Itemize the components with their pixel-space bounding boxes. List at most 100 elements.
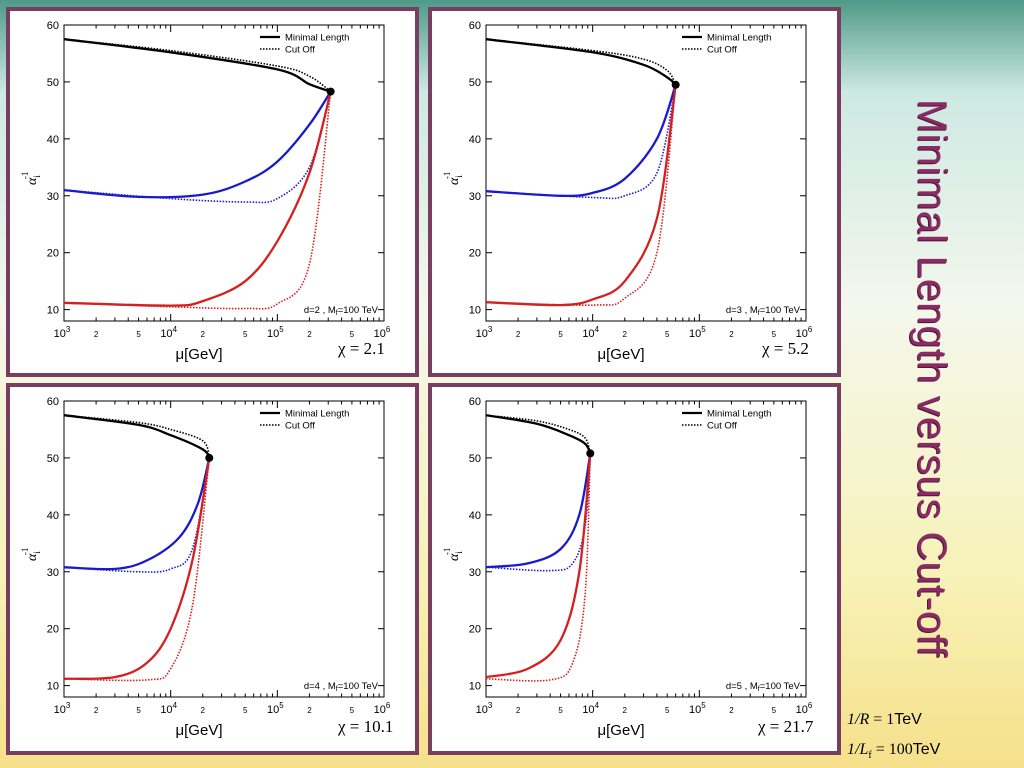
- x-minor-tick-label: 2: [729, 330, 734, 339]
- series-line-alpha1-solid: [486, 453, 592, 679]
- series-line-alpha3-dotted: [64, 414, 211, 459]
- chart-d3: 10 20 30 40 50 60 103 2 5 104 2 5 105 2 5 106 μ[GeV] αi-1…: [442, 20, 813, 363]
- y-axis-label: αi-1: [442, 548, 464, 561]
- x-minor-tick-label: 2: [516, 706, 521, 715]
- y-tick-label: 50: [47, 453, 59, 465]
- y-axis-label: αi-1: [20, 172, 42, 185]
- x-tick-label: 103: [476, 701, 493, 716]
- y-tick-label: 50: [469, 453, 481, 465]
- series-line-alpha3-dotted: [64, 38, 332, 93]
- x-minor-tick-label: 2: [307, 330, 312, 339]
- param-rhs: = 1: [873, 711, 895, 728]
- x-minor-tick-label: 5: [558, 330, 563, 339]
- unification-point: [671, 80, 680, 89]
- slide-title: Minimal Length versus Cut-off: [909, 98, 956, 658]
- x-tick-label: 103: [54, 325, 71, 340]
- unification-point: [205, 453, 214, 462]
- x-minor-tick-label: 5: [243, 330, 248, 339]
- series-line-alpha1-dotted: [64, 457, 211, 682]
- x-tick-label: 105: [689, 701, 706, 716]
- y-tick-label: 20: [469, 248, 481, 260]
- series-line-alpha1-solid: [64, 91, 332, 307]
- chart-d2: 10 20 30 40 50 60 103 2 5 104 2 5 105 2 5 106 μ[GeV] αi-1…: [20, 20, 391, 363]
- y-axis-label: αi-1: [442, 172, 464, 185]
- param-lhs: 1/L: [847, 741, 869, 758]
- x-tick-label: 105: [267, 325, 284, 340]
- x-minor-tick-label: 5: [243, 706, 248, 715]
- x-axis-label: μ[GeV]: [176, 346, 223, 363]
- series-line-alpha1-dotted: [64, 91, 332, 310]
- y-tick-label: 30: [469, 191, 481, 203]
- y-tick-label: 30: [469, 567, 481, 579]
- y-tick-label: 50: [469, 77, 481, 89]
- x-tick-label: 106: [374, 701, 391, 716]
- x-minor-tick-label: 2: [94, 330, 99, 339]
- param-unit: TeV: [894, 711, 922, 728]
- x-minor-tick-label: 5: [665, 706, 670, 715]
- y-tick-label: 60: [469, 20, 481, 32]
- chart-panel-d3: 10 20 30 40 50 60 103 2 5 104 2 5 105 2 5 106 μ[GeV] αi-1…: [428, 7, 841, 377]
- chart-d4: 10 20 30 40 50 60 103 2 5 104 2 5 105 2 5 106 μ[GeV] αi-1…: [20, 396, 391, 739]
- y-tick-label: 40: [469, 510, 481, 522]
- y-tick-label: 50: [47, 77, 59, 89]
- x-tick-label: 103: [54, 701, 71, 716]
- series-line-alpha2-dotted: [486, 84, 677, 200]
- legend-label: Cut Off: [285, 421, 315, 432]
- plot-frame: [63, 400, 385, 698]
- x-minor-tick-label: 5: [136, 706, 141, 715]
- panel-annotation: d=2 , Mf=100 TeV: [304, 305, 379, 317]
- chi-label: χ = 5.2: [762, 339, 809, 358]
- series-line-alpha2-dotted: [64, 91, 332, 204]
- chi-label: χ = 2.1: [338, 339, 385, 358]
- series-line-alpha2-solid: [64, 457, 211, 571]
- series-line-alpha3-solid: [486, 38, 677, 86]
- plot-frame: [485, 24, 807, 322]
- x-minor-tick-label: 2: [201, 706, 206, 715]
- y-tick-label: 10: [469, 305, 481, 317]
- param-unit: TeV: [912, 741, 941, 758]
- y-tick-label: 40: [47, 134, 59, 146]
- chart-d5: 10 20 30 40 50 60 103 2 5 104 2 5 105 2 5 106 μ[GeV] αi-1…: [442, 396, 813, 739]
- chart-panel-d5: 10 20 30 40 50 60 103 2 5 104 2 5 105 2 5 106 μ[GeV] αi-1…: [428, 383, 841, 755]
- y-tick-label: 40: [47, 510, 59, 522]
- x-tick-label: 104: [582, 325, 599, 340]
- chart-panel-d4: 10 20 30 40 50 60 103 2 5 104 2 5 105 2 5 106 μ[GeV] αi-1…: [6, 383, 419, 755]
- x-minor-tick-label: 5: [136, 330, 141, 339]
- param-sub: f: [868, 750, 872, 762]
- series-line-alpha2-solid: [486, 84, 677, 198]
- x-axis-label: μ[GeV]: [598, 346, 645, 363]
- legend-label: Cut Off: [707, 45, 737, 56]
- y-axis-label: αi-1: [20, 548, 42, 561]
- param-lhs: 1/R: [847, 711, 870, 728]
- param-inverse-radius: 1/R = 1TeV: [847, 711, 922, 729]
- param-inverse-length: 1/Lf = 100TeV: [847, 741, 940, 761]
- x-tick-label: 106: [374, 325, 391, 340]
- y-tick-label: 20: [469, 624, 481, 636]
- x-tick-label: 104: [160, 701, 177, 716]
- unification-point: [326, 87, 335, 96]
- legend-label: Cut Off: [707, 421, 737, 432]
- y-tick-label: 10: [469, 681, 481, 693]
- x-axis-label: μ[GeV]: [176, 722, 223, 739]
- y-tick-label: 20: [47, 248, 59, 260]
- legend-label: Minimal Length: [285, 409, 349, 420]
- series-line-alpha2-dotted: [64, 457, 211, 573]
- legend-label: Cut Off: [285, 45, 315, 56]
- series-line-alpha1-dotted: [486, 453, 592, 682]
- series-line-alpha2-dotted: [486, 453, 592, 572]
- y-tick-label: 40: [469, 134, 481, 146]
- chart-panel-d2: 10 20 30 40 50 60 103 2 5 104 2 5 105 2 5 106 μ[GeV] αi-1…: [6, 7, 419, 377]
- x-minor-tick-label: 2: [201, 330, 206, 339]
- x-minor-tick-label: 5: [558, 706, 563, 715]
- y-tick-label: 60: [47, 396, 59, 408]
- x-minor-tick-label: 2: [307, 706, 312, 715]
- series-line-alpha3-dotted: [486, 38, 677, 86]
- x-minor-tick-label: 5: [772, 706, 777, 715]
- legend-label: Minimal Length: [707, 33, 771, 44]
- x-minor-tick-label: 2: [94, 706, 99, 715]
- x-minor-tick-label: 5: [350, 706, 355, 715]
- y-tick-label: 20: [47, 624, 59, 636]
- y-tick-label: 30: [47, 191, 59, 203]
- x-minor-tick-label: 5: [350, 330, 355, 339]
- legend-label: Minimal Length: [285, 33, 349, 44]
